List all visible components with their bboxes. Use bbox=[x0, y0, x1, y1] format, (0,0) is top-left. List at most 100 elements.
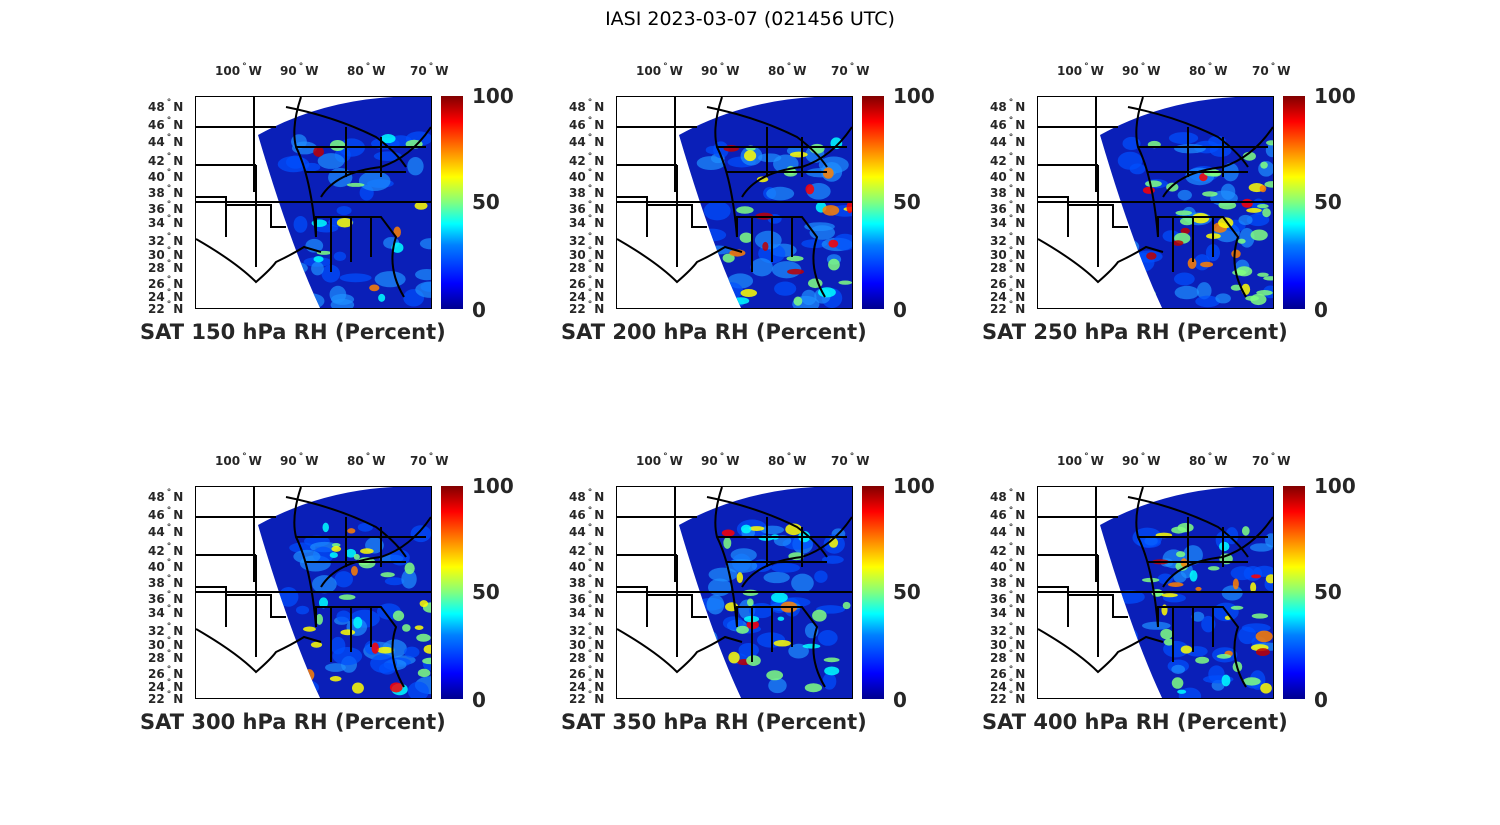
lat-tick-label: 34 ° N bbox=[148, 604, 184, 620]
lat-tick-label: 26 ° N bbox=[990, 275, 1026, 291]
lat-value: 34 bbox=[148, 606, 165, 620]
rh-observation bbox=[1263, 276, 1273, 281]
lat-value: 48 bbox=[569, 490, 586, 504]
rh-observation bbox=[392, 610, 405, 622]
lat-value: 30 bbox=[990, 248, 1007, 262]
lat-tick-label: 28 ° N bbox=[990, 649, 1026, 665]
lat-suffix: N bbox=[1015, 135, 1026, 149]
rh-observation bbox=[1175, 210, 1192, 216]
lat-tick-label: 46 ° N bbox=[148, 506, 184, 522]
lat-tick-label: 36 ° N bbox=[990, 200, 1026, 216]
rh-observation bbox=[696, 156, 726, 171]
lat-value: 34 bbox=[990, 606, 1007, 620]
rh-observation bbox=[1257, 272, 1269, 277]
rh-observation bbox=[1265, 143, 1273, 158]
lat-tick-label: 48 ° N bbox=[569, 98, 605, 114]
lon-tick-label: 100 ° W bbox=[636, 62, 683, 78]
rh-observation bbox=[768, 677, 787, 694]
lat-value: 24 bbox=[990, 290, 1007, 304]
rh-observation bbox=[401, 569, 417, 589]
lon-suffix: W bbox=[1277, 454, 1291, 468]
lat-suffix: N bbox=[1015, 277, 1026, 291]
lat-value: 28 bbox=[569, 651, 586, 665]
lon-suffix: W bbox=[372, 64, 386, 78]
colorbar-min-label: 0 bbox=[1314, 688, 1328, 712]
rh-observation bbox=[1265, 140, 1273, 146]
rh-observation bbox=[740, 524, 752, 534]
rh-observation bbox=[299, 293, 325, 308]
lat-suffix: N bbox=[173, 638, 184, 652]
rh-observation bbox=[1173, 272, 1195, 286]
rh-observation bbox=[1177, 189, 1192, 201]
lat-value: 28 bbox=[990, 651, 1007, 665]
lat-suffix: N bbox=[1015, 186, 1026, 200]
rh-observation bbox=[334, 571, 353, 588]
rh-observation bbox=[1180, 645, 1193, 654]
lat-tick-label: 44 ° N bbox=[990, 523, 1026, 539]
rh-observation bbox=[814, 570, 828, 583]
lat-value: 38 bbox=[148, 186, 165, 200]
rh-observation bbox=[748, 526, 765, 531]
lat-tick-label: 36 ° N bbox=[148, 200, 184, 216]
panel-title: SAT 250 hPa RH (Percent) bbox=[982, 320, 1288, 344]
lon-tick-label: 100 ° W bbox=[1057, 62, 1104, 78]
lon-tick-label: 90 ° W bbox=[280, 62, 319, 78]
lat-tick-label: 36 ° N bbox=[990, 590, 1026, 606]
rh-observation bbox=[1221, 674, 1231, 687]
rh-observation bbox=[788, 643, 809, 659]
lon-value: 70 bbox=[410, 64, 427, 78]
rh-observation bbox=[339, 273, 372, 283]
lat-value: 44 bbox=[569, 135, 586, 149]
rh-observation bbox=[706, 594, 725, 615]
lon-tick-label: 80 ° W bbox=[347, 62, 386, 78]
lat-suffix: N bbox=[173, 216, 184, 230]
lat-tick-label: 26 ° N bbox=[569, 275, 605, 291]
rh-observation bbox=[771, 562, 801, 573]
lat-suffix: N bbox=[594, 560, 605, 574]
rh-observation bbox=[747, 598, 754, 607]
lat-value: 48 bbox=[148, 100, 165, 114]
lat-value: 42 bbox=[569, 154, 586, 168]
lat-suffix: N bbox=[594, 261, 605, 275]
lon-tick-label: 90 ° W bbox=[280, 452, 319, 468]
lat-suffix: N bbox=[594, 290, 605, 304]
rh-observation bbox=[404, 646, 420, 658]
rh-observation bbox=[378, 662, 396, 675]
lat-tick-label: 32 ° N bbox=[148, 232, 184, 248]
lon-value: 70 bbox=[831, 454, 848, 468]
rh-observation bbox=[801, 289, 817, 306]
rh-observation bbox=[1250, 582, 1257, 593]
rh-observation bbox=[773, 639, 791, 647]
colorbar-min-label: 0 bbox=[472, 688, 486, 712]
lat-value: 44 bbox=[569, 525, 586, 539]
rh-observation bbox=[838, 280, 852, 285]
map-panel: 100 ° W 90 ° W 80 ° W 70 ° W 48 ° N 46 ° N 44 ° N 42 ° N 40 ° N 38 °… bbox=[842, 390, 1356, 734]
rh-observation bbox=[312, 575, 337, 594]
rh-observation bbox=[304, 669, 315, 681]
lon-suffix: W bbox=[435, 454, 449, 468]
lat-suffix: N bbox=[1015, 680, 1026, 694]
lat-tick-label: 46 ° N bbox=[148, 116, 184, 132]
lat-suffix: N bbox=[173, 544, 184, 558]
state-borders bbox=[196, 97, 431, 298]
rh-observation bbox=[351, 682, 364, 694]
lat-suffix: N bbox=[1015, 290, 1026, 304]
rh-observation bbox=[1202, 191, 1218, 197]
rh-observation bbox=[1160, 628, 1173, 640]
lat-tick-label: 22 ° N bbox=[148, 690, 184, 706]
lat-suffix: N bbox=[173, 186, 184, 200]
rh-observation bbox=[703, 201, 731, 221]
rh-observation bbox=[1180, 227, 1190, 235]
lat-value: 30 bbox=[569, 248, 586, 262]
rh-observation bbox=[1250, 229, 1268, 241]
lon-value: 100 bbox=[1057, 454, 1083, 468]
lat-tick-label: 44 ° N bbox=[148, 523, 184, 539]
lat-tick-label: 42 ° N bbox=[148, 152, 184, 168]
state-borders bbox=[617, 97, 852, 298]
lat-suffix: N bbox=[594, 234, 605, 248]
rh-observation bbox=[1237, 238, 1246, 244]
lon-suffix: W bbox=[856, 64, 870, 78]
rh-observation bbox=[1260, 161, 1268, 169]
lat-suffix: N bbox=[1015, 154, 1026, 168]
lat-suffix: N bbox=[173, 624, 184, 638]
